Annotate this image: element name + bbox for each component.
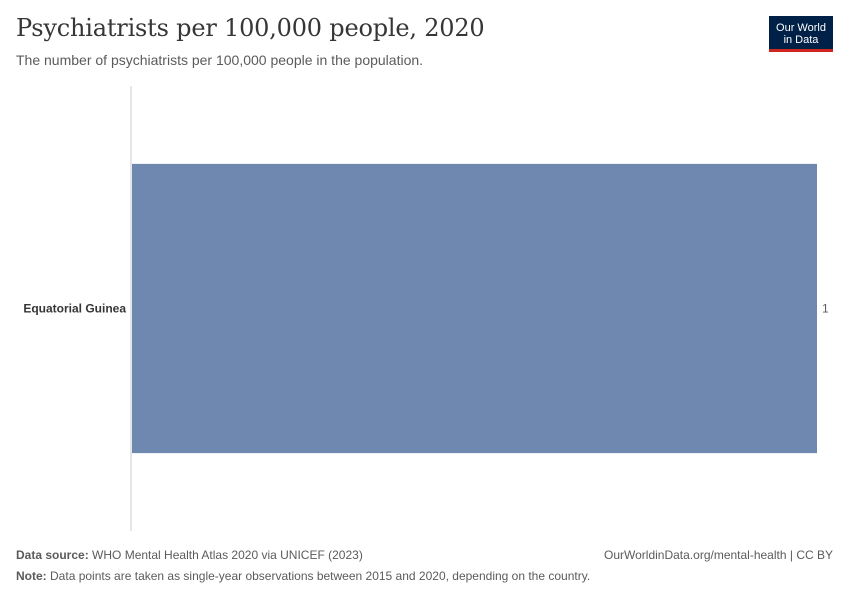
data-source-label: Data source: (16, 548, 89, 562)
value-label: 1 (822, 302, 829, 316)
logo-line-1: Our World (776, 22, 826, 34)
note-text: Data points are taken as single-year obs… (50, 569, 591, 583)
data-source-line: Data source: WHO Mental Health Atlas 202… (16, 548, 833, 562)
data-source-text[interactable]: WHO Mental Health Atlas 2020 via UNICEF … (92, 548, 363, 562)
note-label: Note: (16, 569, 47, 583)
owid-logo[interactable]: Our World in Data (769, 16, 833, 52)
logo-line-2: in Data (783, 34, 819, 46)
license-link[interactable]: OurWorldinData.org/mental-health | CC BY (604, 548, 833, 562)
note-line: Note: Data points are taken as single-ye… (16, 569, 833, 583)
category-label: Equatorial Guinea (23, 302, 126, 316)
chart-subtitle: The number of psychiatrists per 100,000 … (16, 52, 424, 68)
bar[interactable] (132, 163, 817, 454)
bar-chart: Equatorial Guinea 1 (23, 86, 829, 531)
chart-title: Psychiatrists per 100,000 people, 2020 (16, 14, 485, 42)
